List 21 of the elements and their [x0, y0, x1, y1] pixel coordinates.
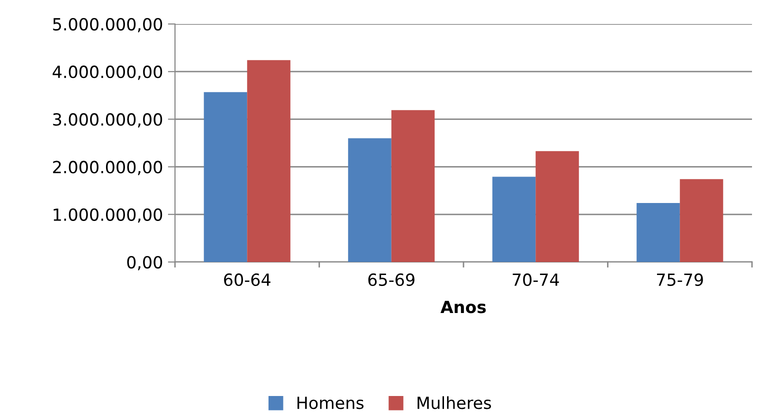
bar: [492, 176, 536, 262]
bar: [348, 138, 392, 262]
bar: [536, 151, 579, 262]
y-tick-label: 5.000.000,00: [53, 18, 162, 32]
x-tick-label: 65-69: [368, 273, 414, 286]
bar: [636, 202, 680, 262]
x-tick-label: 60-64: [224, 273, 270, 286]
legend-label: Mulheres: [418, 396, 491, 410]
y-tick-label: 2.000.000,00: [53, 160, 162, 176]
y-tick-label: 3.000.000,00: [53, 113, 162, 128]
y-tick-label: 4.000.000,00: [52, 66, 162, 80]
bar: [391, 110, 435, 262]
bar: [247, 60, 290, 262]
bar: [680, 179, 724, 262]
y-tick-label: 0,00: [127, 256, 162, 270]
x-tick-label: 75-79: [657, 273, 703, 286]
legend-label: Homens: [298, 396, 364, 410]
x-tick-label: 70-74: [512, 273, 559, 286]
y-tick-label: 1.000.000,00: [54, 208, 162, 223]
x-axis-title: Anos: [440, 300, 486, 314]
bar: [204, 92, 248, 262]
